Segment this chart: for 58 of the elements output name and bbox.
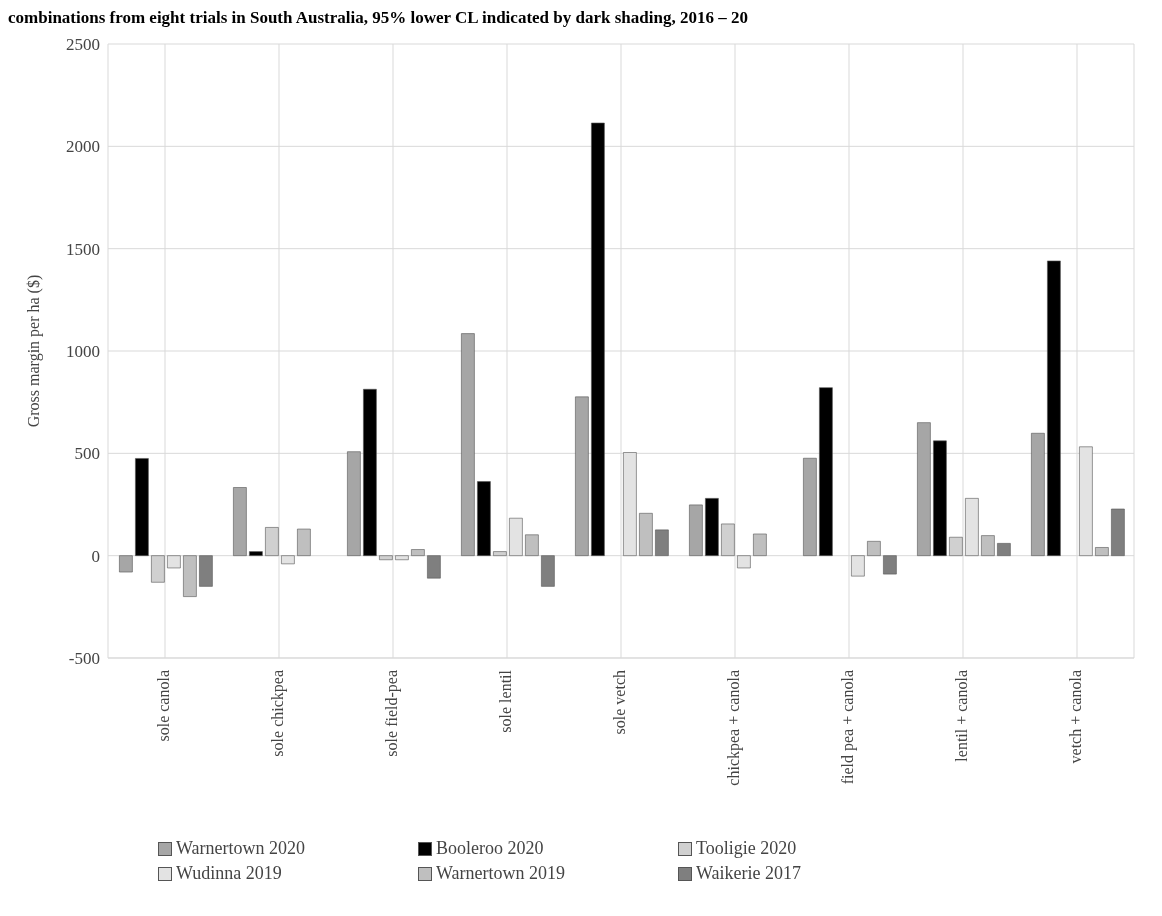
bar — [249, 551, 263, 556]
legend-label: Booleroo 2020 — [436, 838, 544, 859]
y-tick-label: 2500 — [66, 35, 100, 55]
bar — [199, 555, 213, 587]
bar — [1095, 547, 1109, 556]
bar — [917, 422, 931, 556]
bar — [819, 387, 833, 556]
x-tick-label: sole chickpea — [268, 670, 287, 757]
bar — [803, 457, 817, 556]
bar — [705, 498, 719, 556]
legend-label: Warnertown 2019 — [436, 863, 566, 884]
x-tick-label: field pea + canola — [838, 670, 857, 785]
bar — [233, 487, 247, 556]
x-tick-label: sole canola — [154, 670, 172, 742]
bar — [525, 534, 539, 556]
bar — [639, 513, 653, 556]
y-axis-title: Gross margin per ha ($) — [24, 274, 43, 428]
x-tick-label: sole vetch — [610, 670, 628, 735]
y-tick-label: -500 — [68, 649, 100, 669]
bar — [119, 555, 133, 573]
bar — [753, 533, 767, 556]
legend-label: Tooligie 2020 — [696, 838, 797, 859]
x-tick-label: chickpea + canola — [724, 670, 743, 786]
bar — [541, 555, 555, 587]
x-tick-label: vetch + canola — [1066, 670, 1084, 764]
bar — [591, 122, 605, 556]
y-tick-label: 0 — [91, 546, 100, 566]
bar — [933, 440, 947, 556]
bar — [183, 555, 197, 597]
y-tick-label: 500 — [74, 444, 100, 464]
y-tick-label: 1500 — [66, 239, 100, 259]
bar — [477, 481, 491, 556]
bar — [981, 535, 995, 556]
bar — [363, 388, 377, 556]
bar — [689, 504, 703, 556]
bar — [461, 333, 475, 556]
legend-label: Wudinna 2019 — [176, 863, 282, 884]
bar — [1031, 432, 1045, 556]
bar — [347, 451, 361, 556]
y-tick-label: 1000 — [66, 342, 100, 362]
legend-label: Warnertown 2020 — [176, 838, 306, 859]
bar — [411, 549, 425, 556]
chart-title: combinations from eight trials in South Australia, 95% lower CL indicated by dark shading, 2016 – 20 — [8, 8, 749, 28]
bar — [867, 541, 881, 556]
bar — [997, 543, 1011, 556]
x-tick-label: sole lentil — [496, 669, 514, 733]
bar — [297, 528, 311, 556]
x-tick-label: lentil + canola — [952, 670, 970, 762]
bar — [427, 555, 441, 579]
legend-label: Waikerie 2017 — [696, 863, 802, 884]
bar — [1111, 508, 1125, 556]
bar — [1047, 260, 1061, 556]
bar — [135, 458, 149, 556]
bar — [575, 396, 589, 556]
y-tick-label: 2000 — [66, 137, 100, 157]
bar — [655, 529, 669, 556]
bar — [883, 555, 897, 575]
x-tick-label: sole field-pea — [382, 670, 401, 757]
